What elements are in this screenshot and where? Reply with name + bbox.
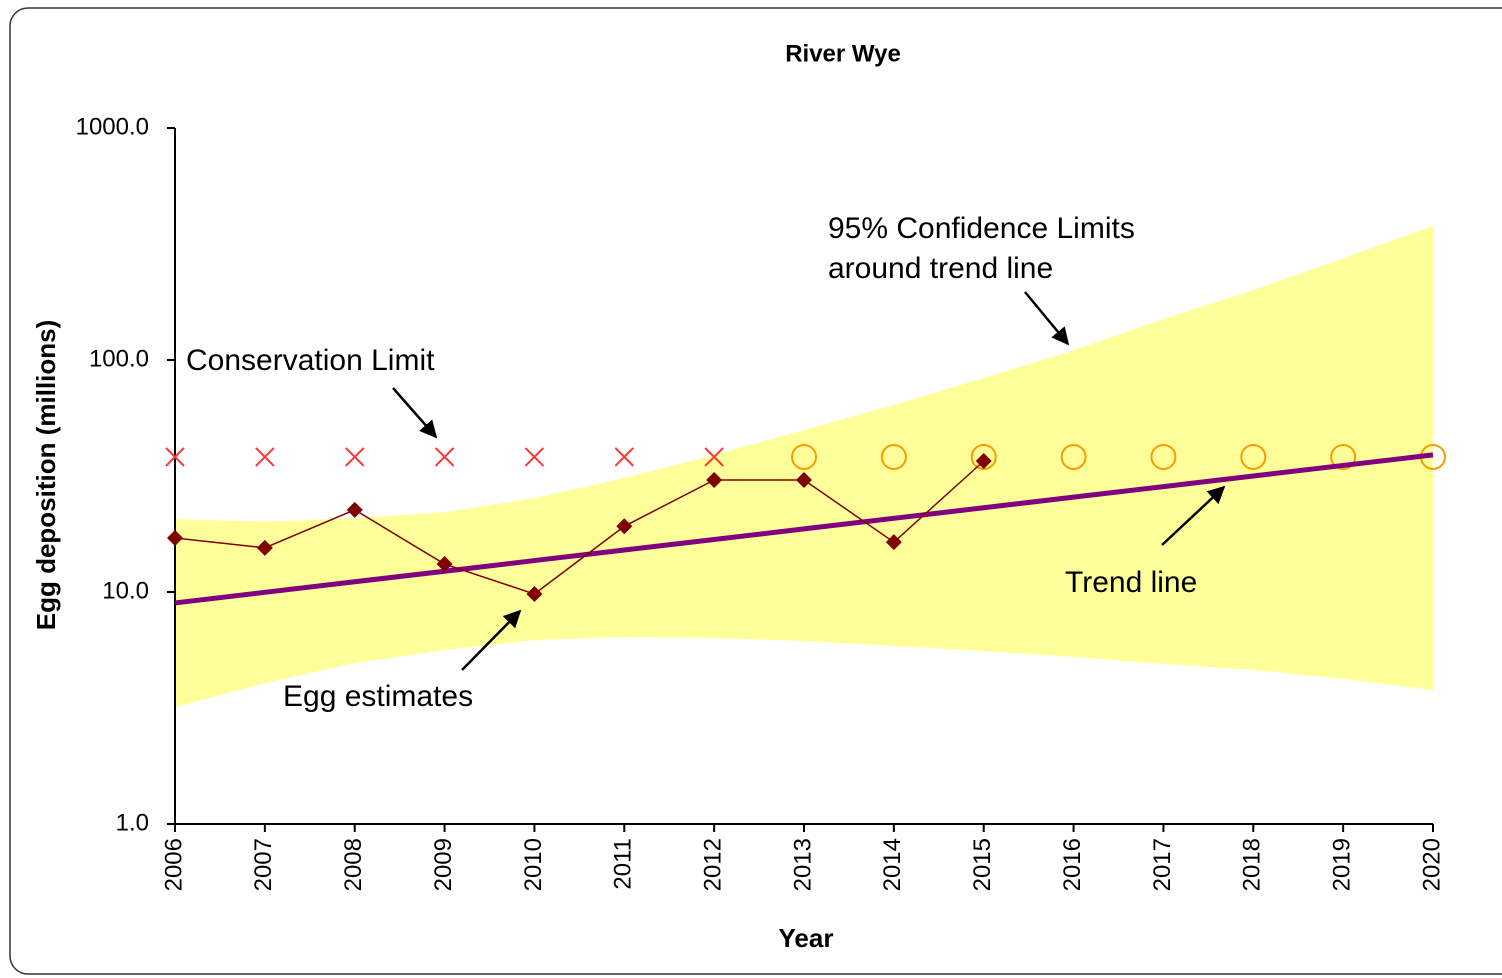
- cross-marker: [524, 447, 545, 467]
- cross-marker: [165, 447, 185, 467]
- annotation: Conservation Limit: [186, 344, 435, 377]
- circle-marker: [880, 443, 907, 470]
- cross-marker: [345, 447, 365, 467]
- diamond-marker: [975, 452, 992, 469]
- diamond-marker: [885, 534, 902, 551]
- chart-title: River Wye: [785, 40, 901, 67]
- y-tick-label: 1.0: [116, 809, 149, 836]
- diamond-marker: [256, 539, 273, 556]
- arrow: [392, 387, 438, 439]
- diamond-marker: [436, 556, 453, 573]
- y-axis-label: Egg deposition (millions): [31, 320, 61, 631]
- annotations: Conservation Limit 95% Confidence Limits a…: [186, 212, 1226, 713]
- cross-marker: [434, 447, 455, 467]
- annotation: Egg estimates: [283, 680, 473, 713]
- x-tick-label: 2015: [969, 838, 996, 891]
- series-line: [174, 452, 1434, 606]
- x-tick-label: 2006: [160, 838, 187, 891]
- x-tick-label: 2014: [879, 838, 906, 891]
- cross-marker: [255, 447, 275, 467]
- x-tick-label: 2007: [250, 838, 277, 891]
- diamond-marker: [616, 518, 633, 535]
- y-tick-label: 1000.0: [76, 113, 149, 140]
- arrow: [461, 609, 522, 671]
- diamond-marker: [346, 501, 363, 518]
- x-tick-label: 2018: [1239, 838, 1266, 891]
- cross-marker: [704, 447, 724, 467]
- annotation: around trend line: [828, 252, 1053, 285]
- cross-marker: [614, 447, 634, 467]
- arrow: [1024, 291, 1070, 346]
- diamond-marker: [167, 529, 183, 546]
- x-tick-label: 2016: [1059, 838, 1086, 891]
- annotation: 95% Confidence Limits: [828, 212, 1135, 245]
- x-tick-label: 2017: [1149, 838, 1176, 891]
- circle-marker: [1330, 443, 1357, 470]
- confidence-band: [175, 226, 1433, 708]
- plot-area: 1.0 10.0 100.0 1000.0 2006 2007 2008 2009 2010 20…: [76, 113, 1446, 891]
- circle-marker: [791, 443, 817, 470]
- series-line: [174, 460, 985, 595]
- y-tick-label: 100.0: [89, 345, 149, 372]
- x-tick-label: 2011: [610, 838, 637, 890]
- circle-marker: [1060, 443, 1087, 470]
- diamond-marker: [706, 471, 723, 488]
- diamond-marker: [526, 586, 543, 603]
- circle-marker: [1240, 443, 1267, 470]
- x-tick-label: 2013: [789, 838, 816, 891]
- x-tick-label: 2012: [699, 838, 726, 891]
- x-axis-label: Year: [779, 923, 834, 953]
- x-tick-label: 2020: [1418, 838, 1445, 891]
- x-tick-label: 2010: [520, 838, 547, 891]
- y-tick-label: 10.0: [102, 577, 149, 604]
- x-tick-label: 2008: [340, 838, 367, 891]
- arrow: [1161, 485, 1226, 546]
- diamond-marker: [796, 471, 812, 488]
- circle-marker: [1150, 443, 1177, 470]
- annotation: Trend line: [1065, 566, 1197, 599]
- x-tick-label: 2009: [430, 838, 457, 891]
- x-tick-label: 2019: [1328, 838, 1355, 891]
